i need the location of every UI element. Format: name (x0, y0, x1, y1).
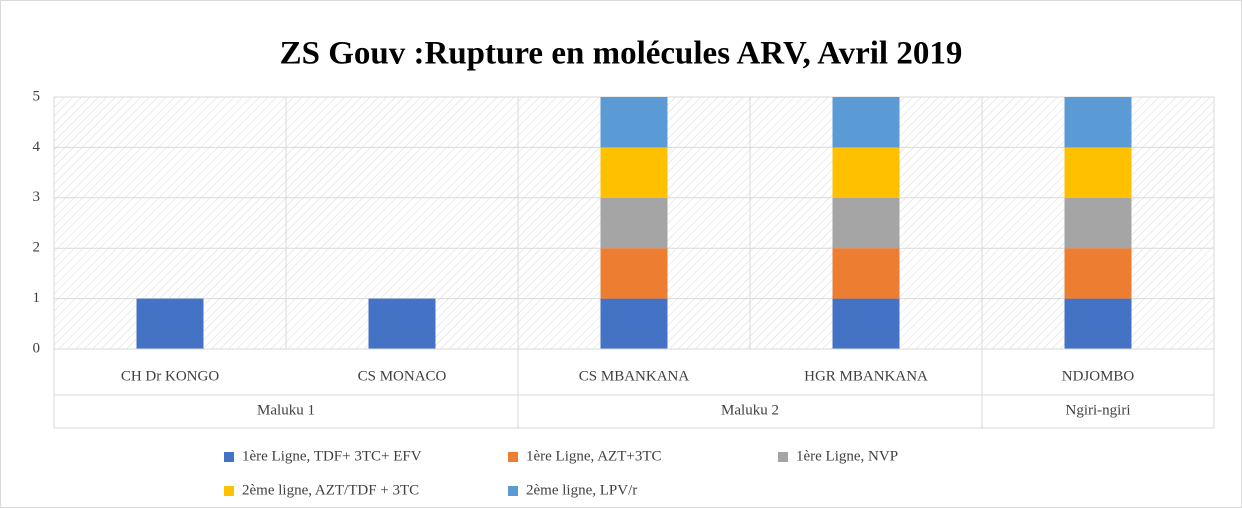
group-label: Ngiri-ngiri (1066, 402, 1131, 418)
x-tick-label: CH Dr KONGO (121, 368, 219, 384)
y-tick-label: 4 (33, 139, 41, 155)
legend-label: 2ème ligne, LPV/r (526, 482, 637, 498)
bar-segment (600, 197, 668, 249)
legend-label: 1ère Ligne, NVP (796, 448, 898, 464)
bar-segment (600, 147, 668, 198)
legend-label: 1ère Ligne, AZT+3TC (526, 448, 662, 464)
bar-segment (1064, 147, 1132, 198)
legend-swatch (778, 452, 788, 462)
y-tick-label: 1 (33, 290, 41, 306)
x-tick-label: CS MBANKANA (579, 368, 690, 384)
bar-segment (136, 298, 204, 349)
y-tick-label: 0 (33, 340, 41, 356)
bar-segment (832, 197, 900, 249)
y-tick-label: 5 (33, 88, 41, 104)
bar-segment (832, 147, 900, 198)
legend-label: 1ère Ligne, TDF+ 3TC+ EFV (242, 448, 422, 464)
bar-segment (368, 298, 436, 349)
bar-segment (1064, 197, 1132, 249)
x-tick-label: CS MONACO (358, 368, 447, 384)
bar-segment (832, 248, 900, 299)
bar-segment (600, 248, 668, 299)
legend-swatch (508, 452, 518, 462)
x-tick-label: HGR MBANKANA (804, 368, 928, 384)
x-tick-label: NDJOMBO (1062, 368, 1135, 384)
bar-segment (1064, 97, 1132, 148)
chart-title: ZS Gouv :Rupture en molécules ARV, Avril… (280, 36, 963, 72)
bar-segment (600, 298, 668, 349)
bar-segment (832, 97, 900, 148)
bar-segment (1064, 248, 1132, 299)
group-label: Maluku 1 (257, 402, 315, 418)
legend-swatch (224, 486, 234, 496)
y-tick-label: 2 (33, 240, 41, 256)
bar-segment (1064, 298, 1132, 349)
y-tick-label: 3 (33, 189, 41, 205)
bar-segment (832, 298, 900, 349)
legend-swatch (508, 486, 518, 496)
group-label: Maluku 2 (721, 402, 779, 418)
legend-label: 2ème ligne, AZT/TDF + 3TC (242, 482, 419, 498)
legend-swatch (224, 452, 234, 462)
bar-segment (600, 97, 668, 148)
